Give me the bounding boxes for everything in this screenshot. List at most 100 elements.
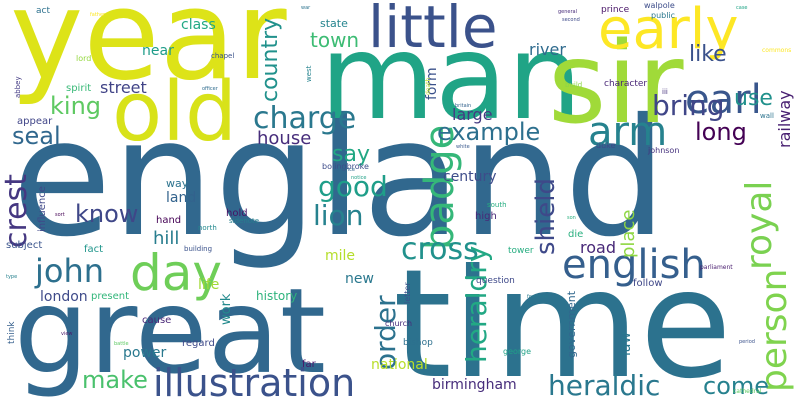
word-history: history [256,289,298,303]
word-john: john [35,252,105,290]
word-new: new [345,271,374,287]
word-land: land [166,190,197,206]
word-johnson: johnson [648,146,680,155]
word-crest: crest [0,173,34,248]
word-old: old [112,65,238,160]
word-fact: fact [84,244,104,255]
word-cathedral: cathedral [733,388,762,395]
word-sidenote: sidenote [229,217,260,225]
word-think: think [7,321,17,344]
word-father: father [90,12,106,18]
word-wall: wall [760,112,774,120]
word-mile: mile [325,248,356,264]
word-power: power [123,345,167,361]
word-act: act [36,6,50,16]
word-west: west [305,65,313,82]
word-london: london [40,289,88,305]
word-iii: iii [662,88,668,96]
word-son: son [567,215,576,221]
word-footnote: footnote [527,294,549,300]
word-bring: bring [652,89,725,122]
word-railway: railway [775,90,794,148]
word-royal: royal [739,180,780,270]
word-building: building [184,245,213,253]
word-character: character [604,79,648,89]
word-hill: hill [153,228,180,249]
word-man: man [320,8,583,146]
word-walpole: walpole [644,1,675,10]
word-white: white [456,144,470,150]
word-charge: charge [253,101,357,136]
word-century: century [443,169,497,185]
word-letter: letter [403,282,412,304]
word-regard: regard [182,338,215,349]
word-arm: arm [588,109,668,155]
word-sort: sort [55,212,65,218]
word-street: street [100,78,147,97]
word-death: death [425,77,432,95]
word-george: george [503,347,532,356]
word-notice: notice [351,175,367,181]
word-good: good [318,170,388,203]
word-town: town [310,28,360,52]
word-view: view [61,331,73,337]
word-great: great [14,262,326,400]
word-government: government [565,290,578,358]
word-river: river [529,40,566,59]
word-south: south [487,201,507,209]
word-king: king [50,92,102,120]
word-cross: cross [401,232,479,267]
word-cause: cause [142,315,172,326]
word-lion: lion [313,199,364,232]
word-case: case [736,5,748,11]
word-example: example [437,118,541,146]
word-duke: duke [596,141,616,150]
word-class: class [181,17,216,33]
word-build: build [565,81,583,89]
word-high: high [475,211,497,222]
word-officer: officer [202,86,218,92]
word-road: road [580,238,616,257]
word-abbey: abbey [14,76,22,98]
word-law: law [618,332,634,356]
word-heraldic: heraldic [548,369,661,400]
word-hand: hand [156,215,182,226]
word-work: work [219,293,234,325]
word-house: house [257,128,312,149]
word-battle: battle [114,341,129,347]
word-follow: follow [633,278,663,289]
word-english: english [562,242,706,288]
word-lord: lord [76,54,92,63]
word-national: national [371,357,428,373]
word-hold: hold [226,208,248,219]
word-little: little [368,0,498,61]
word-day: day [130,244,222,302]
word-sir: sir [548,19,684,149]
word-know: know [75,200,139,228]
word-state: state [320,17,348,30]
word-prince: prince [601,5,630,15]
word-tower: tower [508,246,534,256]
word-way: way [166,177,189,190]
word-make: make [82,366,148,394]
word-public: public [651,11,676,20]
word-question: question [476,276,515,286]
word-influence: influence [37,186,48,232]
word-like: like [689,42,727,67]
word-die: die [568,229,584,240]
word-spirit: spirit [66,83,92,94]
word-appear: appear [17,116,53,127]
word-near: near [142,43,174,59]
word-illustration: illustration [153,361,356,400]
word-north: north [198,224,217,232]
word-earl: earl [685,77,762,123]
word-life: life [198,277,220,293]
word-present: present [91,291,130,302]
word-country: country [258,17,283,102]
word-birmingham: birmingham [432,377,517,393]
word-service: service [337,167,355,173]
word-britain: britain [455,103,472,109]
word-chapel: chapel [211,52,235,60]
word-england: england [12,85,667,273]
